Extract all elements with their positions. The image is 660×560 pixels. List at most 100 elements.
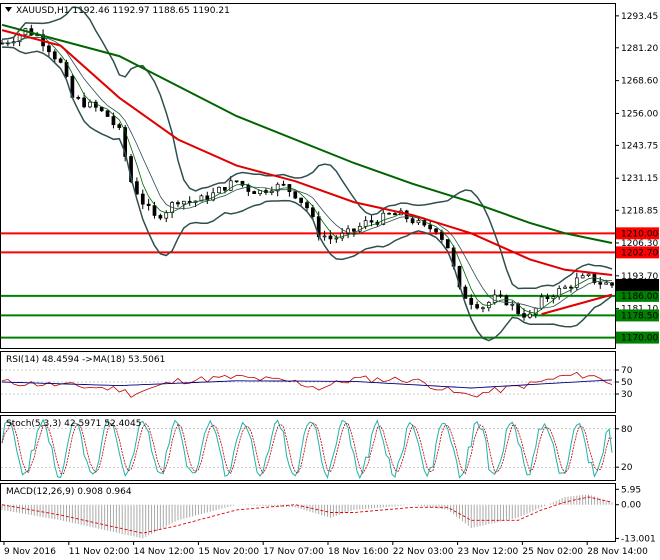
- x-tick-label: 11 Nov 02:00: [69, 547, 130, 557]
- candle-body: [223, 186, 227, 191]
- candle-body: [281, 183, 286, 186]
- stoch-panel-frame: [0, 415, 616, 481]
- stoch-k-line: [1, 418, 613, 480]
- x-tick-label: 22 Nov 03:00: [393, 547, 454, 557]
- candle-body: [557, 288, 562, 298]
- x-tick-label: 28 Nov 14:00: [587, 547, 648, 557]
- x-tick-label: 9 Nov 2016: [4, 547, 56, 557]
- level-price-tag: [616, 309, 659, 322]
- candle-body: [146, 203, 151, 206]
- candle-body: [440, 231, 444, 240]
- candle-body: [58, 58, 63, 63]
- axis-layer: 9 Nov 2016 11 Nov 02:00 14 Nov 12:00 15 Nov…: [3, 541, 648, 557]
- macd-signal-line: [1, 496, 613, 534]
- candle-body: [305, 202, 309, 209]
- candle-body: [111, 116, 116, 126]
- candle-body: [563, 286, 567, 289]
- rsi-ma-line: [1, 379, 613, 389]
- candle-body: [240, 180, 245, 186]
- rsi-header: RSI(14) 48.4594 ->MA(18) 53.5061: [6, 355, 165, 365]
- candle-body: [393, 213, 397, 216]
- level-price-tag: [616, 289, 659, 302]
- price-layer: 1293.45 1281.20 1268.60 1256.00 1243.75 1231.…: [0, 6, 659, 344]
- candle-body: [498, 294, 503, 297]
- candle-body: [551, 296, 556, 300]
- candle-body: [363, 220, 368, 227]
- candle-body: [510, 303, 515, 306]
- candle-body: [545, 296, 550, 300]
- price-tick-label: 1193.70: [621, 272, 658, 282]
- candle-body: [598, 282, 603, 285]
- level-price-label: 1178.50: [621, 311, 658, 321]
- level-price-label: 1186.00: [621, 292, 658, 302]
- candle-body: [176, 202, 180, 205]
- candle-body: [246, 184, 251, 192]
- candle-body: [492, 294, 497, 303]
- candle-body: [140, 193, 145, 205]
- candle-body: [135, 181, 139, 195]
- trendline: [541, 293, 613, 316]
- candle-body: [47, 45, 51, 53]
- candle-body: [105, 110, 110, 117]
- main-header: XAUUSD,H1 1192.46 1192.97 1188.65 1190.2…: [16, 6, 230, 16]
- x-tick-label: 25 Nov 02:00: [522, 547, 583, 557]
- x-tick-label: 23 Nov 12:00: [458, 547, 519, 557]
- rsi-tick-label: 50: [621, 378, 633, 388]
- candle-body: [334, 237, 339, 240]
- level-price-label: 1202.70: [621, 248, 658, 258]
- last-price-label: 1190.21: [621, 281, 658, 291]
- ma-red-line: [1, 29, 613, 276]
- macd-header: MACD(12,26,9) 0.908 0.964: [6, 487, 132, 497]
- price-tick-label: 1231.15: [621, 174, 658, 184]
- candle-body: [352, 228, 356, 232]
- x-tick-label: 14 Nov 12:00: [134, 547, 195, 557]
- candle-body: [311, 207, 315, 217]
- x-tick-label: 15 Nov 20:00: [198, 547, 259, 557]
- candle-body: [463, 286, 468, 299]
- candle-body: [199, 195, 204, 202]
- candle-body: [152, 205, 157, 216]
- candle-body: [387, 212, 391, 215]
- candle-body: [569, 286, 573, 289]
- candle-body: [410, 218, 415, 224]
- candle-body: [340, 232, 345, 239]
- bollinger-upper-line: [1, 6, 613, 290]
- stoch-tick-label: 80: [621, 425, 633, 435]
- stoch-layer: 80 20: [1, 418, 633, 480]
- candle-body: [99, 106, 104, 112]
- price-tick-label: 1281.20: [621, 44, 658, 54]
- mid-ma-line: [1, 36, 613, 309]
- candle-body: [481, 307, 485, 310]
- rsi-tick-label: 70: [621, 366, 633, 376]
- price-tick-label: 1256.00: [621, 109, 658, 119]
- candle-body: [592, 273, 597, 283]
- candle-body: [428, 224, 433, 230]
- macd-layer: 5.95 0.00 -13.001: [1, 485, 656, 544]
- fast-ma-line: [1, 32, 613, 314]
- candle-body: [123, 127, 128, 157]
- candle-body: [117, 124, 122, 128]
- candle-body: [416, 220, 421, 224]
- macd-tick-label: 0.00: [621, 501, 641, 511]
- candle-body: [275, 183, 280, 192]
- candle-body: [580, 275, 585, 279]
- candle-body: [328, 235, 333, 240]
- level-price-label: 1210.00: [621, 229, 658, 239]
- level-price-label: 1170.00: [621, 334, 658, 344]
- last-price-tag: [616, 278, 659, 291]
- level-price-tag: [616, 331, 659, 344]
- stoch-tick-label: 20: [621, 463, 633, 473]
- candle-body: [181, 200, 186, 205]
- collapse-triangle-icon[interactable]: [5, 7, 12, 12]
- candle-body: [228, 180, 233, 191]
- candle-body: [475, 304, 479, 309]
- candle-body: [52, 51, 57, 60]
- stoch-header: Stoch(5,3,3) 42.5971 52.4045: [6, 419, 141, 429]
- price-tick-label: 1206.30: [621, 239, 658, 249]
- candle-body: [293, 191, 298, 199]
- candle-body: [369, 220, 374, 223]
- candle-body: [539, 296, 544, 309]
- candle-body: [82, 97, 86, 108]
- candle-body: [469, 298, 474, 305]
